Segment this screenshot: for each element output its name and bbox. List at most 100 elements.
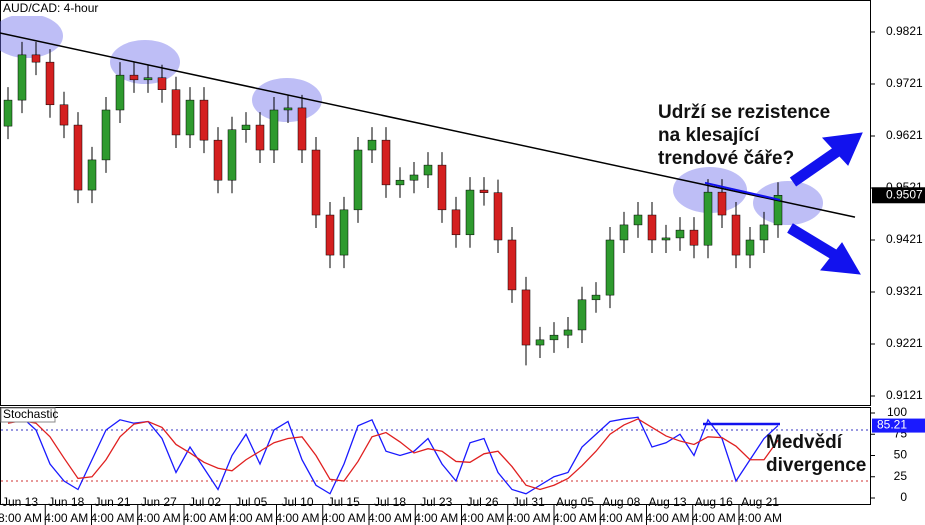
x-tick-label: 4:00 AM — [137, 511, 181, 525]
candle-body — [703, 191, 713, 246]
candle-body — [577, 299, 587, 331]
arrow-head — [820, 242, 861, 275]
annotation: trendové čáře? — [658, 148, 794, 169]
title-box — [1, 1, 93, 16]
y-tick-label: 0.9121 — [886, 388, 923, 402]
plot — [0, 32, 870, 495]
y-tick-label: 0 — [900, 490, 907, 504]
x-tick-label: 4:00 AM — [460, 511, 504, 525]
candle-body — [521, 289, 531, 346]
candle-body — [451, 209, 461, 236]
candle-body — [3, 99, 13, 127]
y-tick-label: 100 — [887, 405, 907, 419]
x-tick-label: 4:00 AM — [692, 511, 736, 525]
candle-body — [465, 189, 475, 236]
candle-body — [115, 74, 125, 111]
candle-body — [675, 229, 685, 239]
x-tick-label: 4:00 AM — [553, 511, 597, 525]
stochastic-line — [7, 418, 779, 491]
candle-body — [717, 191, 727, 216]
candle-body — [381, 139, 391, 186]
candle-body — [45, 61, 55, 106]
candle-body — [227, 129, 237, 181]
x-tick-label: Jul 31 — [513, 495, 545, 509]
candle-body — [745, 239, 755, 256]
candle-body — [633, 214, 643, 226]
highlight — [673, 167, 747, 213]
chart-title: AUD/CAD: 4-hour — [3, 1, 98, 15]
x-tick-label: Jul 15 — [328, 495, 360, 509]
x-tick-label: 8:00 AM — [0, 511, 42, 525]
candle-body — [479, 189, 489, 193]
x-tick-label: 4:00 AM — [507, 511, 551, 525]
candle-body — [339, 209, 349, 256]
x-tick-label: Jun 27 — [141, 495, 177, 509]
candle-body — [157, 77, 167, 90]
annotation: Udrží se rezistence — [658, 102, 830, 123]
candle-body — [563, 329, 573, 336]
candle-body — [129, 74, 139, 81]
candle-body — [409, 174, 419, 181]
candle-body — [311, 149, 321, 216]
highlight — [0, 14, 63, 58]
panel-title-box — [0, 407, 56, 423]
x-tick-label: Jul 18 — [374, 495, 406, 509]
candle-body — [17, 54, 27, 101]
candle-body — [269, 109, 279, 151]
candle-body — [437, 164, 447, 211]
x-tick-label: Jun 13 — [2, 495, 38, 509]
x-tick-label: 4:00 AM — [275, 511, 319, 525]
candle-body — [143, 77, 153, 81]
annotation: na klesající — [658, 125, 760, 146]
last-value-box — [872, 418, 925, 433]
x-tick-label: 4:00 AM — [738, 511, 782, 525]
y-tick-label: 25 — [894, 469, 908, 483]
x-tick-label: Aug 13 — [648, 495, 686, 509]
candle-body — [507, 239, 517, 291]
resistance-line — [704, 181, 781, 201]
x-tick-label: 4:00 AM — [90, 511, 134, 525]
x-tick-label: Aug 08 — [602, 495, 640, 509]
candle-body — [619, 224, 629, 241]
candle-body — [31, 54, 41, 63]
candle-body — [549, 334, 559, 341]
candle-body — [367, 139, 377, 151]
y-tick-label: 0.9821 — [886, 24, 923, 38]
y-tick-label: 0.9321 — [886, 284, 923, 298]
candle-body — [759, 224, 769, 241]
x-tick-label: Jun 18 — [48, 495, 84, 509]
candle-body — [325, 214, 335, 256]
stochastic-line — [7, 416, 779, 495]
candle-body — [591, 294, 601, 301]
arrows — [787, 132, 863, 275]
x-tick-label: Jul 26 — [466, 495, 498, 509]
x-tick-label: Jul 23 — [420, 495, 452, 509]
candle-body — [171, 89, 181, 136]
candle-body — [87, 159, 97, 191]
x-tick-label: 4:00 AM — [645, 511, 689, 525]
x-tick-label: 4:00 AM — [44, 511, 88, 525]
candle-body — [731, 214, 741, 256]
x-tick-label: 4:00 AM — [368, 511, 412, 525]
candle-body — [661, 237, 671, 241]
x-tick-label: Jul 05 — [235, 495, 267, 509]
candle-body — [773, 195, 783, 226]
candle-body — [647, 214, 657, 241]
x-tick-label: Jul 02 — [189, 495, 221, 509]
x-tick-label: Jun 21 — [94, 495, 130, 509]
candle-body — [101, 109, 111, 161]
candle-body — [605, 239, 615, 296]
x-tick-label: Jul 10 — [281, 495, 313, 509]
last-price-box — [872, 187, 925, 204]
x-tick-label: 4:00 AM — [414, 511, 458, 525]
candle-body — [241, 124, 251, 130]
candle-body — [185, 99, 195, 136]
candle-body — [255, 124, 265, 151]
y-tick-label: 0.9221 — [886, 336, 923, 350]
candle-body — [493, 192, 503, 241]
candle-body — [297, 107, 307, 151]
candle-body — [353, 149, 363, 211]
x-tick-label: Aug 21 — [741, 495, 779, 509]
y-tick-label: 0.9721 — [886, 76, 923, 90]
candle-body — [73, 124, 83, 191]
